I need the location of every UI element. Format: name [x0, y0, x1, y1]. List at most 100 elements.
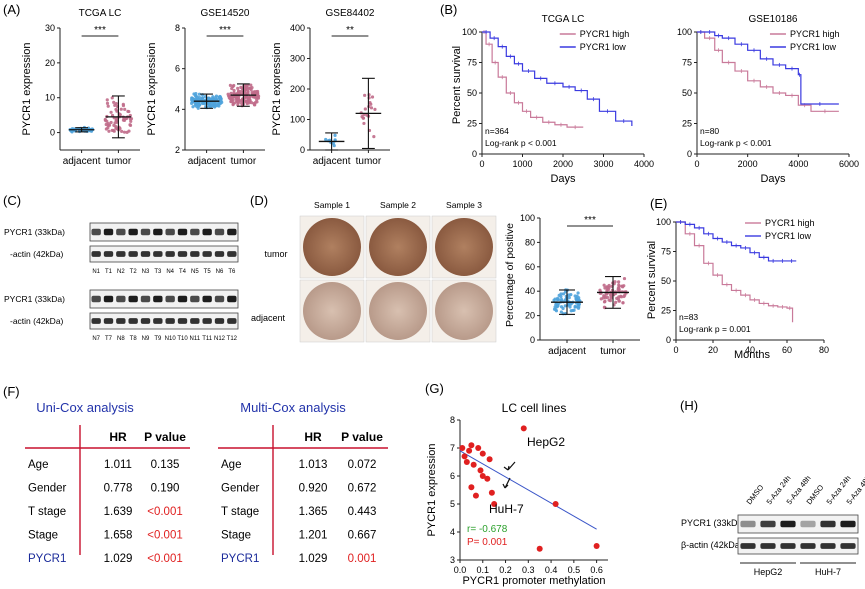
blot-band: [190, 295, 200, 303]
blot-band: [128, 295, 138, 303]
data-point: [112, 123, 116, 127]
legend-label: PYCR1 high: [790, 29, 840, 39]
x-tick-label: adjacent: [548, 346, 586, 357]
panel-f: Uni-Cox analysis HR P value Age 1.011 0.135 Ge…: [25, 400, 388, 565]
table-cell-p: <0.001: [147, 506, 183, 518]
data-point: [247, 99, 251, 103]
data-point: [552, 501, 559, 507]
y-tick-label: 8: [175, 23, 180, 33]
data-point: [107, 129, 111, 133]
data-point: [254, 89, 259, 94]
table-row-label: Gender: [28, 483, 67, 495]
blot-band: [153, 228, 163, 236]
y-tick-label: 50: [682, 88, 692, 98]
data-point: [602, 300, 607, 304]
table-cell-hr: 1.029: [299, 553, 328, 565]
row-label: tumor: [264, 249, 287, 259]
lane-label: T1: [105, 269, 113, 275]
data-point: [484, 475, 491, 482]
table-header: HR: [304, 430, 322, 444]
data-point: [571, 308, 575, 313]
data-point: [106, 104, 110, 108]
data-point: [220, 100, 224, 104]
x-tick-label: tumor: [600, 346, 626, 357]
log-rank-label: Log-rank p < 0.001: [700, 138, 772, 148]
table-cell-hr: 1.011: [104, 459, 132, 471]
data-point: [603, 286, 607, 290]
lane-label: N11: [190, 336, 201, 342]
table-cell-p: 0.443: [348, 506, 377, 518]
data-point: [109, 110, 113, 114]
y-tick-label: 0: [472, 149, 477, 159]
blot-band: [103, 318, 114, 324]
y-tick-label: 40: [525, 286, 535, 296]
x-tick-label: 4000: [634, 159, 654, 169]
correlation-r: r= -0.678: [467, 524, 508, 535]
log-rank-label: Log-rank p = 0.001: [679, 324, 751, 334]
data-point: [110, 128, 114, 133]
y-tick-label: 0: [300, 145, 305, 155]
table-row-label: Stage: [221, 530, 251, 542]
data-point: [463, 459, 470, 465]
subplot-title: TCGA LC: [79, 8, 122, 19]
data-point: [250, 86, 254, 90]
x-tick-label: 0.1: [477, 565, 490, 575]
lane-label: T6: [228, 269, 236, 275]
legend-label: PYCR1 high: [765, 218, 815, 228]
x-axis-label: Months: [734, 349, 771, 361]
lane-label: T5: [204, 269, 212, 275]
data-point: [552, 298, 556, 302]
blot-band: [227, 228, 237, 236]
data-point: [622, 276, 627, 281]
data-point: [119, 107, 123, 111]
data-point: [607, 298, 611, 302]
panel-label-d: (D): [250, 193, 268, 208]
regression-line: [459, 450, 597, 530]
blot-band: [91, 251, 101, 257]
blot-row-label: -actin (42kDa): [10, 316, 64, 326]
arrow-hepg2: [503, 461, 516, 471]
data-point: [114, 118, 118, 122]
data-point: [249, 83, 253, 87]
blot-band: [820, 543, 836, 549]
y-axis-label: PYCR1 expression: [21, 43, 33, 136]
x-tick-label: adjacent: [188, 156, 226, 167]
subplot-title: GSE14520: [201, 8, 250, 19]
data-point: [217, 104, 221, 108]
blot-band: [840, 520, 856, 528]
cell-line-label: HepG2: [754, 567, 783, 577]
data-point: [211, 95, 215, 99]
blot-pycr1: [89, 222, 239, 242]
table-row-label: T stage: [28, 506, 66, 518]
x-tick-label: 80: [819, 345, 829, 355]
y-tick-label: 50: [467, 88, 477, 98]
y-tick-label: 6: [450, 471, 455, 481]
data-point: [232, 88, 236, 93]
x-tick-label: 0: [673, 345, 678, 355]
table-title: Uni-Cox analysis: [36, 400, 134, 415]
data-point: [486, 456, 493, 463]
subplot-title: GSE84402: [326, 8, 375, 19]
blot-band: [227, 318, 237, 324]
data-point: [114, 107, 118, 112]
blot-band: [800, 520, 816, 528]
y-tick-label: 4: [450, 527, 455, 537]
lane-label: N10: [165, 336, 177, 342]
ihc-tissue-core: [369, 218, 427, 276]
lane-label: N7: [92, 336, 100, 342]
data-point: [567, 293, 571, 297]
table-cell-p: 0.190: [151, 483, 180, 495]
y-tick-label: 75: [661, 247, 671, 257]
blot-band: [165, 251, 175, 257]
y-tick-label: 20: [525, 311, 535, 321]
blot-band: [128, 318, 138, 324]
table-cell-hr: 1.029: [104, 553, 133, 565]
blot-band: [128, 228, 138, 236]
y-tick-label: 10: [45, 93, 55, 103]
data-point: [195, 101, 199, 105]
y-tick-label: 6: [175, 64, 180, 74]
data-point: [124, 116, 128, 120]
lane-label: N1: [92, 269, 100, 275]
